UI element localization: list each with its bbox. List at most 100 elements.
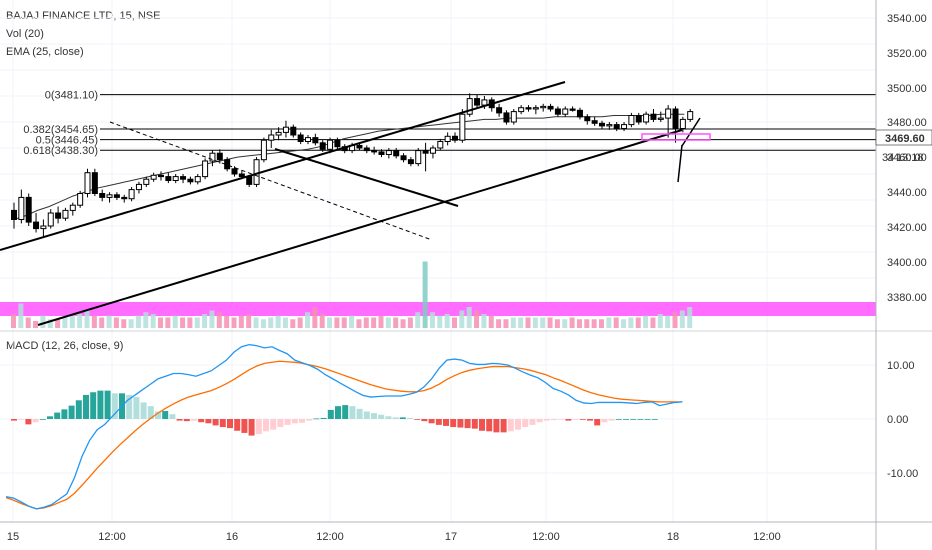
candle-body <box>55 212 62 219</box>
macd-histogram-bar <box>335 406 341 419</box>
time-tick-label: 12:00 <box>532 531 560 543</box>
volume-bar <box>69 315 75 328</box>
volume-bar <box>11 314 16 328</box>
candle-body <box>238 173 245 178</box>
macd-histogram-bar <box>594 419 601 426</box>
candle-body <box>591 120 598 124</box>
macd-histogram-bar <box>126 394 133 419</box>
candle-body <box>679 118 686 130</box>
volume-bar <box>437 315 443 328</box>
macd-histogram-bar <box>183 419 190 422</box>
candle-body <box>532 107 539 110</box>
support-zone <box>0 302 876 316</box>
volume-bar <box>18 303 24 328</box>
candle-body <box>415 150 422 165</box>
volume-bar <box>554 319 560 328</box>
volume-indicator-label[interactable]: Vol (20) <box>6 28 44 40</box>
volume-bar <box>510 317 516 328</box>
volume-bar <box>282 317 288 328</box>
last-price-label: 3469.60 <box>885 133 925 145</box>
volume-bar <box>260 319 266 328</box>
volume-bar <box>341 317 347 328</box>
candle-body <box>33 221 40 230</box>
ema-path <box>13 113 685 220</box>
candle-body <box>576 109 583 118</box>
volume-bar <box>25 317 31 328</box>
candle-body <box>407 159 414 165</box>
volume-bar <box>121 319 127 328</box>
candle-body <box>297 134 304 142</box>
volume-bar <box>106 315 112 328</box>
time-tick-label: 16 <box>226 531 238 543</box>
volume-bar <box>319 314 325 328</box>
volume-bar <box>599 319 604 328</box>
channel-upper-line <box>0 81 566 251</box>
volume-bar <box>378 315 384 328</box>
candle-body <box>518 107 525 113</box>
price-tick-label: 3400.00 <box>887 257 927 269</box>
macd-signal-line <box>5 360 683 510</box>
volume-bar <box>297 317 303 328</box>
macd-histogram-bar <box>90 392 97 419</box>
volume-bar <box>209 310 215 328</box>
macd-histogram-bar <box>83 394 89 419</box>
candle-body <box>180 176 187 180</box>
macd-histogram-bar <box>450 419 457 428</box>
macd-histogram-bar <box>11 419 17 421</box>
macd-histogram-bar <box>191 419 197 421</box>
spike-line <box>677 144 683 183</box>
volume-bar <box>143 312 149 328</box>
volume-bar <box>672 312 678 328</box>
candle-body <box>363 147 370 152</box>
macd-histogram-bar <box>587 419 593 421</box>
volume-bar <box>113 317 119 328</box>
macd-histogram-bar <box>457 419 464 428</box>
fibonacci-levels[interactable]: 0(3481.10) 0.382(3454.65)0.5(3446.45)0.61… <box>23 90 876 158</box>
volume-bar <box>268 317 274 328</box>
price-tick-label: 3480.00 <box>887 117 927 129</box>
price-tick-label: 3380.00 <box>887 292 927 304</box>
candle-body <box>606 124 613 127</box>
candle-body <box>628 115 635 126</box>
macd-histogram-bar <box>378 414 385 419</box>
macd-histogram-bar <box>306 419 313 421</box>
target-box <box>641 133 711 141</box>
macd-histogram-bar <box>536 419 543 423</box>
volume-bar <box>363 317 369 328</box>
macd-histogram-bar <box>54 412 61 419</box>
macd-histogram-bar <box>630 419 637 420</box>
candle-body <box>91 172 98 194</box>
volume-bar <box>532 317 538 328</box>
volume-bar <box>422 261 428 328</box>
candle-body <box>282 126 289 133</box>
macd-indicator-label[interactable]: MACD (12, 26, close, 9) <box>6 340 124 352</box>
macd-histogram-bar <box>320 417 327 419</box>
macd-histogram-bar <box>565 419 572 421</box>
macd-histogram-bar <box>435 419 442 425</box>
ema-line <box>13 113 685 220</box>
macd-histogram-bar <box>529 419 536 425</box>
volume-bar <box>621 319 627 328</box>
volume-bar <box>150 314 156 328</box>
volume-bar <box>180 317 186 328</box>
candle-body <box>18 196 25 220</box>
macd-line <box>5 343 683 510</box>
volume-bar <box>569 317 575 328</box>
volume-bar <box>385 317 391 328</box>
volume-bar <box>459 310 465 328</box>
macd-histogram-bar <box>313 418 320 420</box>
candle-body <box>378 151 385 155</box>
candle-body <box>202 160 209 178</box>
macd-histogram-bar <box>471 419 478 429</box>
volume-bar <box>518 317 524 328</box>
candle-body <box>466 98 473 115</box>
volume-bar <box>216 312 222 328</box>
ema-indicator-label[interactable]: EMA (25, close) <box>6 46 84 58</box>
trend-drawings[interactable] <box>0 81 711 326</box>
macd-histogram-bar <box>601 419 608 423</box>
dashed-projection-line <box>109 121 433 241</box>
candle-body <box>62 209 69 219</box>
candle-body <box>194 176 201 183</box>
